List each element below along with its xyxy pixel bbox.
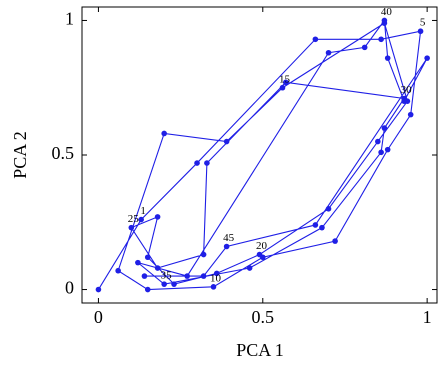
point [204, 160, 210, 166]
point [161, 281, 167, 287]
point [194, 160, 200, 166]
point [223, 138, 230, 145]
point [401, 98, 407, 104]
point [375, 138, 381, 145]
point [115, 267, 121, 274]
point-label: 10 [210, 272, 222, 284]
point [384, 55, 391, 61]
point [246, 265, 253, 271]
x-axis-label: PCA 1 [236, 340, 284, 360]
point-label: 40 [381, 6, 393, 18]
point [381, 125, 388, 131]
point-label: 25 [128, 213, 140, 225]
point [95, 286, 102, 293]
point [200, 273, 207, 279]
point [144, 254, 151, 261]
point [325, 49, 332, 56]
point [154, 265, 161, 271]
point [407, 111, 414, 118]
point [213, 270, 220, 277]
point [325, 206, 332, 212]
point [256, 251, 263, 258]
x-tick-label: 0 [94, 307, 103, 327]
point [378, 36, 384, 43]
y-tick-label: 0 [65, 278, 74, 298]
point [282, 79, 289, 86]
point-label: 45 [223, 232, 235, 244]
point [210, 284, 217, 290]
point [279, 84, 286, 91]
point [223, 243, 230, 250]
point [138, 216, 144, 223]
point [184, 273, 190, 279]
point-label: 35 [161, 270, 173, 282]
series-line [97, 18, 428, 291]
point [417, 28, 424, 35]
point [141, 273, 148, 279]
point [171, 281, 177, 287]
point [378, 149, 384, 156]
point [128, 224, 135, 231]
point-label: 15 [279, 73, 291, 85]
point [161, 130, 167, 137]
x-tick-label: 1 [423, 307, 432, 327]
point [424, 55, 430, 61]
point [384, 146, 391, 153]
point [312, 222, 319, 228]
x-tick-label: 0.5 [252, 307, 275, 327]
point-label: 1 [140, 205, 146, 217]
point-label: 5 [420, 17, 426, 29]
point [154, 214, 161, 220]
point [312, 36, 319, 43]
point [361, 44, 368, 51]
y-axis-label: PCA 2 [10, 131, 30, 179]
point [332, 238, 338, 244]
point [144, 286, 151, 293]
point [319, 224, 325, 231]
y-tick-label: 1 [65, 9, 74, 29]
y-tick-label: 0.5 [52, 143, 75, 163]
point-label: 30 [401, 84, 413, 96]
point [135, 259, 141, 266]
point [381, 17, 388, 24]
point [200, 251, 207, 258]
point-label: 20 [256, 240, 268, 252]
